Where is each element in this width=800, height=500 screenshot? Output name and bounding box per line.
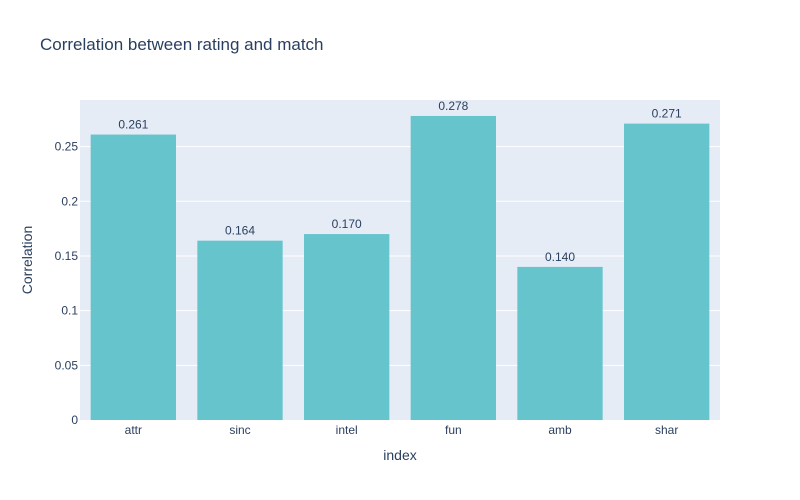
bar-attr[interactable] (90, 134, 176, 420)
y-tick-label: 0.1 (61, 304, 78, 318)
bar-value-label-fun: 0.278 (438, 99, 468, 113)
y-tick-label: 0.15 (55, 249, 79, 263)
x-tick-label-intel: intel (336, 423, 358, 437)
bar-sinc[interactable] (197, 240, 283, 420)
chart-title: Correlation between rating and match (40, 35, 324, 54)
bar-value-label-intel: 0.170 (332, 217, 362, 231)
bar-value-labels: 0.261 0.164 0.170 0.278 0.140 0.271 (118, 99, 682, 264)
bar-intel[interactable] (304, 234, 390, 420)
x-tick-label-fun: fun (445, 423, 462, 437)
x-tick-label-sinc: sinc (229, 423, 250, 437)
x-axis-ticks: attr sinc intel fun amb shar (125, 423, 679, 437)
x-tick-label-amb: amb (548, 423, 572, 437)
y-tick-label: 0.2 (61, 194, 78, 208)
y-tick-label: 0 (71, 413, 78, 427)
x-axis-title: index (383, 447, 416, 463)
bar-amb[interactable] (517, 266, 603, 420)
bar-fun[interactable] (410, 115, 496, 420)
bar-value-label-shar: 0.271 (652, 107, 682, 121)
bars-group (90, 115, 710, 421)
bar-value-label-sinc: 0.164 (225, 224, 255, 238)
bar-value-label-attr: 0.261 (118, 118, 148, 132)
gridlines (80, 146, 720, 366)
bar-shar[interactable] (624, 123, 710, 421)
bar-value-label-amb: 0.140 (545, 250, 575, 264)
y-tick-label: 0.25 (55, 140, 79, 154)
y-axis-title: Correlation (19, 226, 35, 294)
x-tick-label-attr: attr (125, 423, 142, 437)
y-axis-ticks: 0 0.05 0.1 0.15 0.2 0.25 (55, 140, 79, 427)
x-tick-label-shar: shar (655, 423, 678, 437)
y-tick-label: 0.05 (55, 358, 79, 372)
plot-background (80, 100, 720, 420)
